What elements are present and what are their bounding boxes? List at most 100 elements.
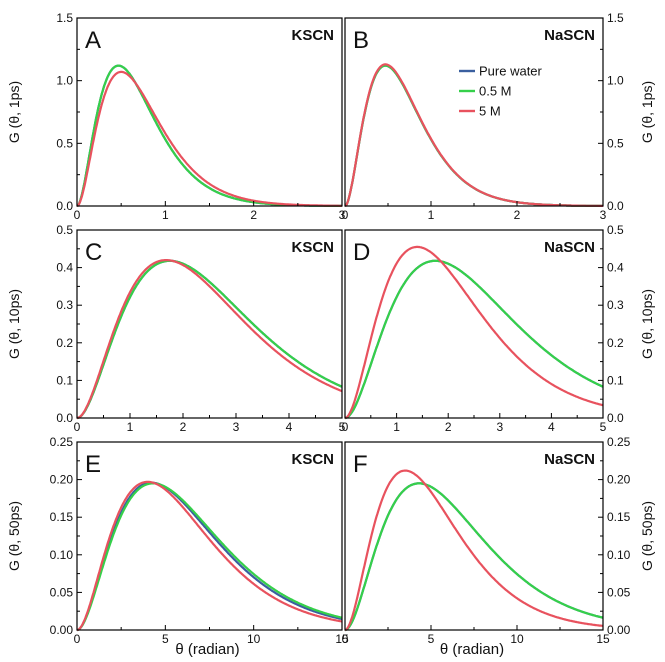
- x-tick-label: 5: [428, 632, 435, 646]
- y-tick-label: 0.0: [56, 199, 73, 213]
- x-tick-label: 0: [74, 208, 81, 222]
- x-tick-label: 1: [393, 420, 400, 434]
- panel-letter: A: [85, 27, 101, 54]
- y-tick-label: 0.5: [607, 223, 624, 237]
- y-axis-label: G (θ, 50ps): [6, 501, 22, 571]
- salt-label: NaSCN: [544, 239, 595, 256]
- y-axis-label: G (θ, 10ps): [639, 289, 655, 359]
- y-tick-label: 1.0: [607, 74, 624, 88]
- x-tick-label: 0: [342, 632, 349, 646]
- y-tick-label: 0.0: [607, 411, 624, 425]
- salt-label: KSCN: [291, 239, 334, 256]
- y-tick-label: 0.15: [50, 510, 74, 524]
- y-axis-label: G (θ, 1ps): [6, 81, 22, 143]
- legend-label-0-5m: 0.5 M: [479, 84, 512, 99]
- y-tick-label: 0.4: [56, 261, 73, 275]
- salt-label: NaSCN: [544, 451, 595, 468]
- y-tick-label: 0.0: [607, 199, 624, 213]
- series-line-5m-e: [76, 480, 343, 632]
- x-tick-label: 15: [335, 632, 349, 646]
- x-tick-label: 1: [127, 420, 134, 434]
- y-tick-label: 0.0: [56, 411, 73, 425]
- x-tick-label: 3: [496, 420, 503, 434]
- plot-frame: [76, 17, 343, 207]
- series-line-5m-c: [76, 259, 343, 420]
- panel-f: 0 5 10 150.00 0.05 0.10 0.15 0.20 0.25 G (θ, 50ps…: [342, 435, 655, 658]
- x-tick-label: 2: [250, 208, 257, 222]
- x-tick-label: 10: [247, 632, 261, 646]
- y-tick-label: 0.10: [50, 548, 74, 562]
- x-tick-label: 2: [445, 420, 452, 434]
- series-line-0-5m-d: [344, 259, 604, 420]
- y-tick-label: 0.2: [607, 336, 624, 350]
- x-axis-label: θ (radian): [440, 641, 504, 658]
- x-tick-label: 3: [600, 208, 607, 222]
- plot-frame: [344, 229, 604, 419]
- y-tick-label: 0.05: [607, 585, 631, 599]
- series-line-0-5m-c: [76, 259, 343, 420]
- legend-label-pure-water: Pure water: [479, 64, 543, 79]
- y-tick-label: 0.4: [607, 261, 624, 275]
- y-tick-label: 0.1: [56, 373, 73, 387]
- x-tick-label: 4: [548, 420, 555, 434]
- series-line-5m-d: [344, 245, 604, 420]
- x-tick-label: 3: [233, 420, 240, 434]
- y-tick-label: 0.00: [50, 623, 74, 637]
- panel-c: 0 1 2 3 4 5 0.0 0.1 0.2 0.3 0.4 0.5 G (θ, 10ps) C KSCN: [6, 223, 346, 434]
- x-tick-label: 2: [180, 420, 187, 434]
- y-tick-label: 0.2: [56, 336, 73, 350]
- salt-label: KSCN: [291, 451, 334, 468]
- panel-d: 0 1 2 3 4 50.00.10.20.30.40.5G (θ, 10ps)D NaSC…: [342, 223, 655, 434]
- y-tick-label: 0.3: [56, 298, 73, 312]
- series-line-pure-water-b: [344, 64, 604, 207]
- panel-letter: B: [353, 27, 369, 54]
- plot-frame: [76, 441, 343, 631]
- salt-label: KSCN: [291, 27, 334, 44]
- y-tick-label: 0.1: [607, 373, 624, 387]
- y-tick-label: 1.0: [56, 74, 73, 88]
- y-tick-label: 0.3: [607, 298, 624, 312]
- y-axis-label: G (θ, 10ps): [6, 289, 22, 359]
- panel-a: 0 1 2 3 0.0 0.5 1.0 1.5 G (θ, 1ps) A KSCN: [6, 11, 346, 222]
- x-axis-label: θ (radian): [175, 641, 239, 658]
- plot-frame: [344, 441, 604, 631]
- y-tick-label: 0.15: [607, 510, 631, 524]
- panel-letter: C: [85, 239, 102, 266]
- series-line-0-5m-e: [76, 482, 343, 632]
- panel-letter: F: [353, 451, 368, 478]
- y-tick-label: 0.10: [607, 548, 631, 562]
- panel-letter: E: [85, 451, 101, 478]
- series-line-pure-water-e: [76, 481, 343, 632]
- series-line-pure-water-d: [344, 259, 604, 420]
- x-tick-label: 0: [74, 420, 81, 434]
- x-tick-label: 1: [428, 208, 435, 222]
- series-line-5m-f: [344, 469, 604, 632]
- x-tick-label: 5: [162, 632, 169, 646]
- panel-letter: D: [353, 239, 370, 266]
- series-line-pure-water-c: [76, 259, 343, 420]
- series-line-0-5m-b: [344, 64, 604, 207]
- y-tick-label: 0.5: [56, 223, 73, 237]
- y-tick-label: 1.5: [607, 11, 624, 25]
- panel-e: 0 5 10 15 0.00 0.05 0.10 0.15 0.20 0.25 G (θ, 50ps…: [6, 435, 349, 658]
- x-tick-label: 15: [596, 632, 610, 646]
- salt-label: NaSCN: [544, 27, 595, 44]
- series-line-0-5m-f: [344, 482, 604, 632]
- y-tick-label: 0.20: [607, 473, 631, 487]
- x-tick-label: 4: [286, 420, 293, 434]
- x-tick-label: 3: [339, 208, 346, 222]
- y-tick-label: 0.5: [607, 136, 624, 150]
- x-tick-label: 0: [342, 420, 349, 434]
- y-axis-label: G (θ, 1ps): [639, 81, 655, 143]
- x-tick-label: 0: [342, 208, 349, 222]
- x-tick-label: 0: [74, 632, 81, 646]
- legend: Pure water 0.5 M 5 M: [459, 64, 543, 119]
- series-line-5m-b: [344, 63, 604, 207]
- x-tick-label: 5: [339, 420, 346, 434]
- legend-label-5m: 5 M: [479, 104, 501, 119]
- y-tick-label: 0.00: [607, 623, 631, 637]
- y-tick-label: 0.25: [50, 435, 74, 449]
- x-tick-label: 5: [600, 420, 607, 434]
